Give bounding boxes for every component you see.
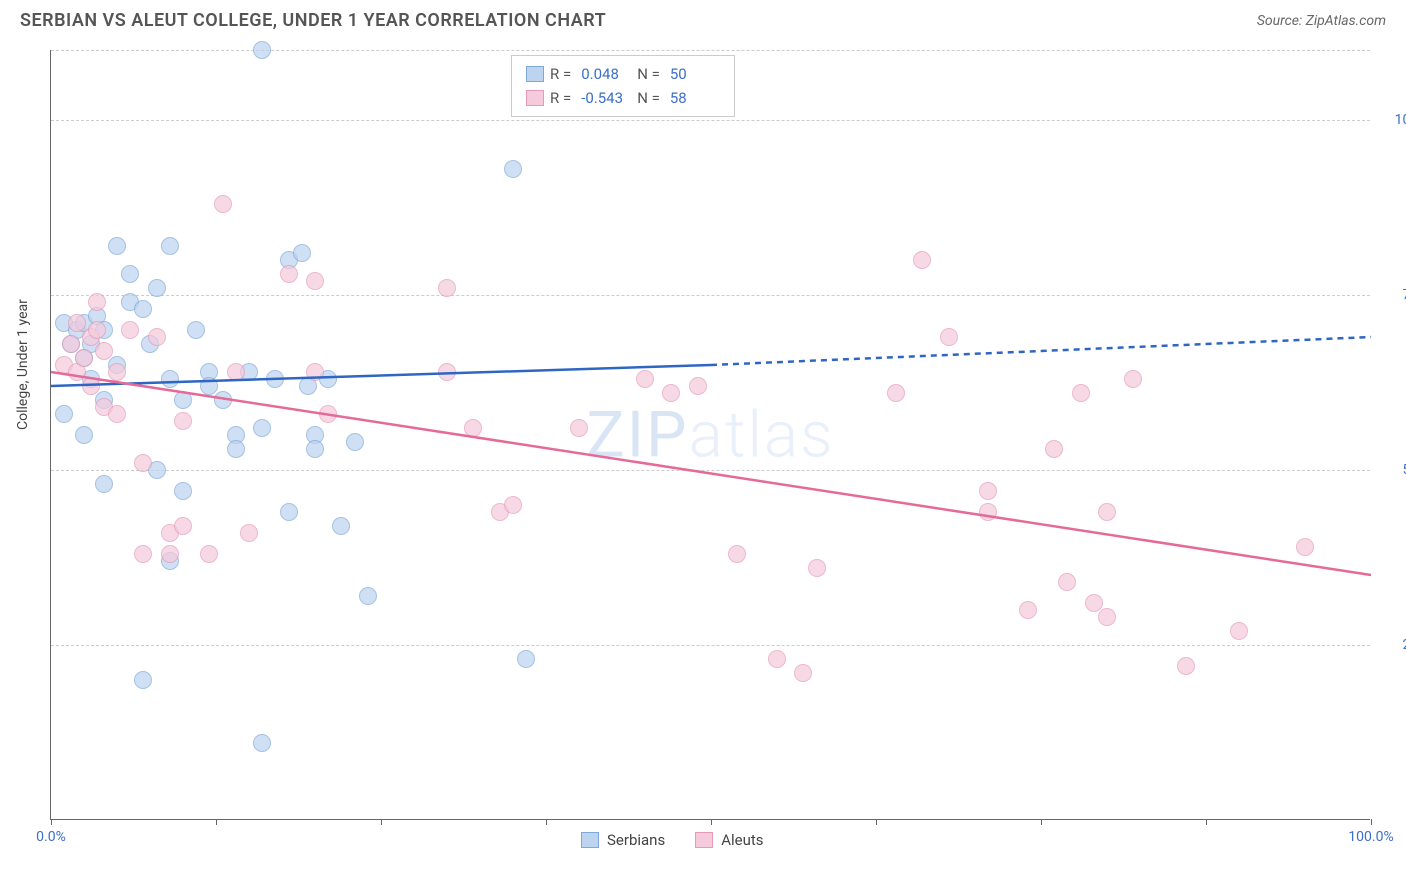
x-tick <box>1206 819 1207 825</box>
swatch-serbians <box>581 832 599 848</box>
chart-title: SERBIAN VS ALEUT COLLEGE, UNDER 1 YEAR C… <box>20 10 606 31</box>
x-tick-label: 100.0% <box>1348 829 1393 845</box>
r-value-serbians: 0.048 <box>581 62 631 86</box>
plot-area: ZIPatlas R = 0.048 N = 50 R = -0.543 N =… <box>50 50 1370 820</box>
legend-item-aleuts: Aleuts <box>695 831 763 849</box>
y-tick-label: 25.0% <box>1380 637 1406 653</box>
x-tick <box>216 819 217 825</box>
trend-lines-svg <box>51 50 1370 819</box>
y-axis-label: College, Under 1 year <box>15 299 31 430</box>
y-tick-label: 50.0% <box>1380 462 1406 478</box>
legend-label-aleuts: Aleuts <box>721 831 763 849</box>
legend-row-aleuts: R = -0.543 N = 58 <box>526 86 720 110</box>
r-label: R = <box>550 62 571 86</box>
n-value-aleuts: 58 <box>670 86 720 110</box>
x-tick <box>876 819 877 825</box>
r-value-aleuts: -0.543 <box>581 86 631 110</box>
trend-line <box>51 372 1371 575</box>
n-value-serbians: 50 <box>670 62 720 86</box>
trend-line <box>711 337 1371 365</box>
y-tick-label: 75.0% <box>1380 287 1406 303</box>
legend-series: Serbians Aleuts <box>581 831 764 849</box>
legend-row-serbians: R = 0.048 N = 50 <box>526 62 720 86</box>
swatch-aleuts <box>695 832 713 848</box>
x-tick <box>1371 819 1372 825</box>
legend-correlation: R = 0.048 N = 50 R = -0.543 N = 58 <box>511 55 735 117</box>
y-tick-label: 100.0% <box>1380 112 1406 128</box>
source-label: Source: ZipAtlas.com <box>1257 13 1386 29</box>
swatch-serbians <box>526 66 544 82</box>
x-tick-label: 0.0% <box>36 829 66 845</box>
x-tick <box>51 819 52 825</box>
chart-container: ZIPatlas R = 0.048 N = 50 R = -0.543 N =… <box>50 50 1370 820</box>
swatch-aleuts <box>526 90 544 106</box>
x-tick <box>1041 819 1042 825</box>
n-label: N = <box>637 62 660 86</box>
r-label: R = <box>550 86 571 110</box>
x-tick <box>546 819 547 825</box>
trend-line <box>51 365 711 386</box>
n-label: N = <box>637 86 660 110</box>
header: SERBIAN VS ALEUT COLLEGE, UNDER 1 YEAR C… <box>0 0 1406 36</box>
legend-item-serbians: Serbians <box>581 831 665 849</box>
x-tick <box>381 819 382 825</box>
x-tick <box>711 819 712 825</box>
legend-label-serbians: Serbians <box>607 831 665 849</box>
